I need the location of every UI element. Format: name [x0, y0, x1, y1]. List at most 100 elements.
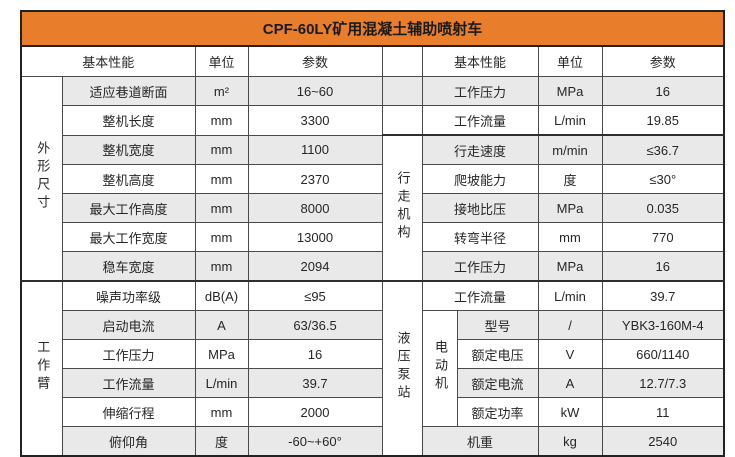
row-label: 行走速度: [421, 134, 539, 165]
row-value: 19.85: [601, 105, 725, 136]
row-label: 伸缩行程: [61, 397, 196, 427]
row-value: ≤30°: [601, 164, 725, 194]
row-value: ≤36.7: [601, 134, 725, 165]
group-label-work-arm: 工作臂: [20, 280, 63, 457]
row-label: 额定电流: [456, 368, 539, 398]
row-label: 工作压力: [421, 251, 539, 282]
table-row: 工作流量 L/min 39.7 额定电流 A 12.7/7.3: [21, 368, 725, 398]
row-unit: mm: [194, 105, 249, 136]
row-unit: MPa: [194, 339, 249, 369]
row-value: 39.7: [247, 368, 383, 398]
row-unit: mm: [194, 251, 249, 282]
group-label-electric-motor: 电动机: [421, 310, 458, 427]
row-label: 接地比压: [421, 193, 539, 223]
row-unit: L/min: [537, 280, 603, 311]
row-unit: MPa: [537, 193, 603, 223]
row-label: 额定功率: [456, 397, 539, 427]
row-value: 16: [601, 251, 725, 282]
row-unit: A: [537, 368, 603, 398]
row-value: ≤95: [247, 280, 383, 311]
row-unit: mm: [194, 134, 249, 165]
group-label-text: 电动机: [432, 340, 448, 394]
row-label: 稳车宽度: [61, 251, 196, 282]
row-label: 整机宽度: [61, 134, 196, 165]
header-basic-performance-left: 基本性能: [20, 45, 196, 77]
row-unit: kg: [537, 426, 603, 457]
table-title: CPF-60LY矿用混凝土辅助喷射车: [20, 10, 725, 47]
row-label: 噪声功率级: [61, 280, 196, 311]
group-label-hydraulic-pump-station: 液压泵站: [381, 280, 423, 457]
group-label-exterior-dimensions: 外形尺寸: [20, 76, 63, 282]
row-label: 工作压力: [61, 339, 196, 369]
row-unit: m/min: [537, 134, 603, 165]
row-unit: mm: [194, 397, 249, 427]
row-value: 8000: [247, 193, 383, 223]
group-label-text: 液压泵站: [395, 331, 411, 403]
group-label-text: 工作臂: [35, 340, 51, 394]
row-value: 2370: [247, 164, 383, 194]
table-row: 俯仰角 度 -60~+60° 机重 kg 2540: [21, 426, 725, 457]
row-label: 机重: [421, 426, 539, 457]
table-row: 最大工作宽度 mm 13000 转弯半径 mm 770: [21, 222, 725, 252]
row-value: 3300: [247, 105, 383, 136]
group-label-text: 行走机构: [395, 170, 411, 243]
row-unit: MPa: [537, 251, 603, 282]
row-value: 2540: [601, 426, 725, 457]
table-row: 整机宽度 mm 1100 行走机构 行走速度 m/min ≤36.7: [21, 134, 725, 282]
header-unit-left: 单位: [194, 45, 249, 77]
header-param-right: 参数: [601, 45, 725, 77]
table-row: 工作压力 MPa 16 额定电压 V 660/1140: [21, 339, 725, 369]
row-unit: /: [537, 310, 603, 340]
row-value: -60~+60°: [247, 426, 383, 457]
row-value: 12.7/7.3: [601, 368, 725, 398]
row-label: 额定电压: [456, 339, 539, 369]
row-label: 转弯半径: [421, 222, 539, 252]
row-unit: A: [194, 310, 249, 340]
row-value: 16: [601, 76, 725, 106]
header-row: 基本性能 单位 参数 基本性能 单位 参数: [20, 45, 725, 77]
spec-table-container: CPF-60LY矿用混凝土辅助喷射车 基本性能 单位 参数 基本性能 单位 参数…: [20, 10, 725, 457]
row-unit: V: [537, 339, 603, 369]
row-value: 16: [247, 339, 383, 369]
table-row: 伸缩行程 mm 2000 额定功率 kW 11: [21, 397, 725, 427]
table-row: 整机高度 mm 2370 爬坡能力 度 ≤30°: [21, 164, 725, 194]
row-label: 工作流量: [61, 368, 196, 398]
header-spacer-cell: [381, 45, 423, 77]
row-unit: m²: [194, 76, 249, 106]
table-row: 工作臂 噪声功率级 dB(A) ≤95 液压泵站 工作流量 L/min 39.7: [20, 280, 725, 457]
row-unit: 度: [537, 164, 603, 194]
table-row: 外形尺寸 适应巷道断面 m² 16~60 工作压力 MPa 16: [20, 76, 725, 282]
group-label-travel-mechanism: 行走机构: [381, 134, 423, 282]
divider-cell: [381, 105, 423, 136]
group-label-text: 外形尺寸: [35, 141, 51, 213]
row-label: 适应巷道断面: [61, 76, 196, 106]
row-unit: mm: [194, 164, 249, 194]
row-label: 爬坡能力: [421, 164, 539, 194]
table-row: 启动电流 A 63/36.5 电动机 型号 / YBK3-160M-4: [21, 310, 725, 427]
row-unit: L/min: [537, 105, 603, 136]
header-basic-performance-right: 基本性能: [421, 45, 539, 77]
row-label: 最大工作宽度: [61, 222, 196, 252]
row-value: YBK3-160M-4: [601, 310, 725, 340]
row-unit: mm: [537, 222, 603, 252]
row-value: 63/36.5: [247, 310, 383, 340]
header-unit-right: 单位: [537, 45, 603, 77]
row-unit: mm: [194, 222, 249, 252]
table-row: 整机长度 mm 3300 工作流量 L/min 19.85: [21, 105, 725, 136]
row-label: 工作流量: [421, 280, 539, 311]
table-row: 稳车宽度 mm 2094 工作压力 MPa 16: [21, 251, 725, 282]
row-value: 660/1140: [601, 339, 725, 369]
row-unit: MPa: [537, 76, 603, 106]
row-unit: dB(A): [194, 280, 249, 311]
row-unit: kW: [537, 397, 603, 427]
row-label: 最大工作高度: [61, 193, 196, 223]
table-row: 最大工作高度 mm 8000 接地比压 MPa 0.035: [21, 193, 725, 223]
row-unit: mm: [194, 193, 249, 223]
row-value: 39.7: [601, 280, 725, 311]
row-label: 俯仰角: [61, 426, 196, 457]
divider-cell: [381, 76, 423, 106]
row-label: 工作流量: [421, 105, 539, 136]
row-value: 11: [601, 397, 725, 427]
row-label: 启动电流: [61, 310, 196, 340]
row-unit: L/min: [194, 368, 249, 398]
